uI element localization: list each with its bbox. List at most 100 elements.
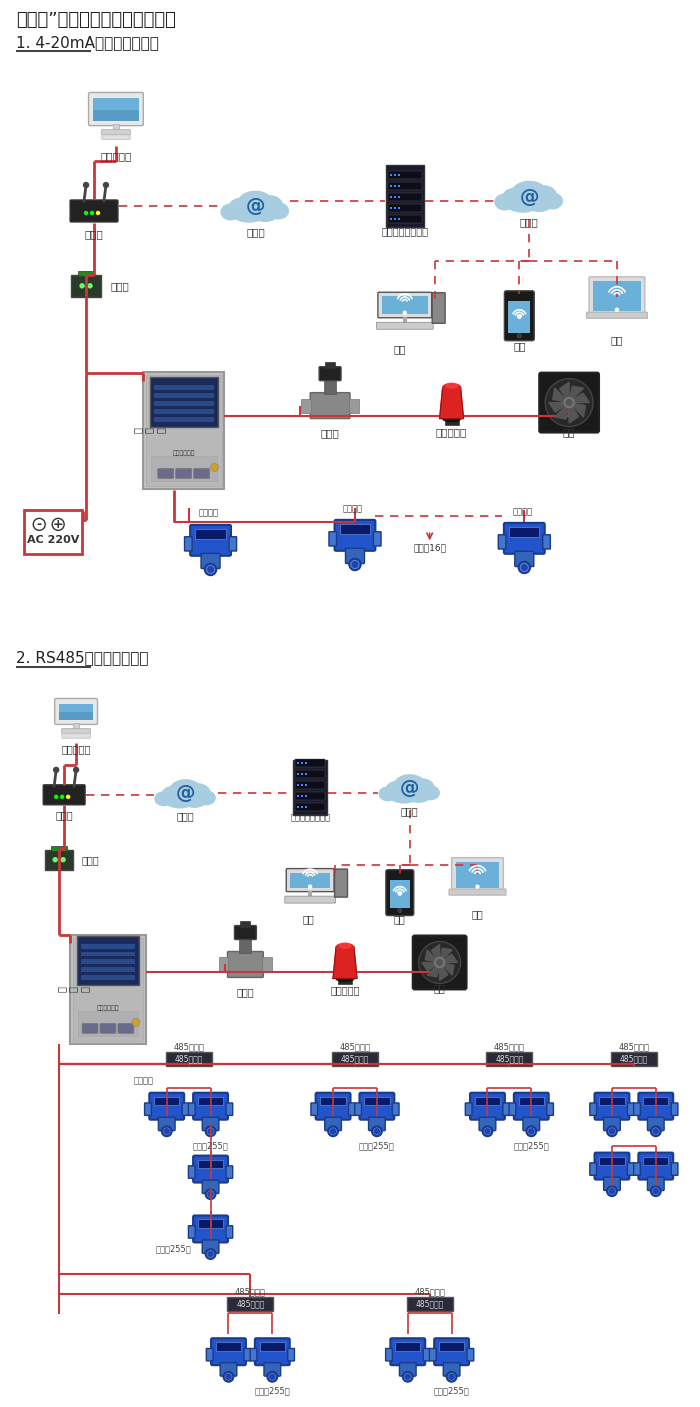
Circle shape [328,1127,338,1137]
Polygon shape [426,950,440,962]
FancyBboxPatch shape [386,870,414,916]
FancyBboxPatch shape [234,926,256,940]
Circle shape [398,909,402,913]
Text: -: - [36,518,42,530]
Bar [60,704,93,720]
FancyBboxPatch shape [590,1162,596,1175]
FancyBboxPatch shape [413,936,466,989]
FancyBboxPatch shape [176,469,192,478]
FancyBboxPatch shape [182,1103,189,1116]
Bar [81,944,135,948]
Circle shape [226,1375,231,1379]
Circle shape [61,795,64,798]
Bar [325,362,335,367]
FancyBboxPatch shape [102,129,130,135]
FancyBboxPatch shape [25,511,82,554]
Bar [444,418,458,425]
FancyBboxPatch shape [150,377,218,426]
FancyBboxPatch shape [228,951,263,978]
Circle shape [267,1372,277,1382]
FancyBboxPatch shape [486,1052,532,1067]
Bar [456,861,499,888]
FancyBboxPatch shape [329,532,337,546]
Text: 互联网: 互联网 [520,217,539,227]
Text: 可连接255台: 可连接255台 [193,1141,228,1151]
Circle shape [526,1127,536,1137]
FancyBboxPatch shape [325,1117,342,1131]
FancyBboxPatch shape [542,535,550,549]
Text: 安哈尔网络服务器: 安哈尔网络服务器 [382,227,428,236]
Circle shape [615,308,618,311]
Bar [388,182,421,190]
Circle shape [208,1128,213,1134]
Text: 路由器: 路由器 [55,810,73,820]
Bar [301,774,303,775]
FancyBboxPatch shape [634,1162,640,1175]
Circle shape [54,767,59,772]
Circle shape [206,1127,216,1137]
Text: 信号输出: 信号输出 [343,504,363,514]
FancyBboxPatch shape [166,1052,211,1067]
FancyBboxPatch shape [452,858,503,892]
Bar [390,186,392,187]
Circle shape [66,795,69,798]
FancyBboxPatch shape [88,93,144,125]
Bar [73,723,79,730]
Bar [295,803,325,812]
FancyBboxPatch shape [202,1117,219,1131]
Bar [398,207,400,210]
Text: 485中继器: 485中继器 [340,1043,370,1052]
FancyBboxPatch shape [149,1093,184,1120]
FancyBboxPatch shape [154,1096,179,1106]
Bar [51,846,67,851]
Circle shape [447,1372,456,1382]
Polygon shape [569,386,584,402]
FancyBboxPatch shape [46,850,73,870]
FancyBboxPatch shape [346,549,365,564]
Ellipse shape [187,784,210,802]
Polygon shape [569,393,589,402]
Polygon shape [440,387,463,418]
Ellipse shape [183,795,206,808]
Bar [154,416,214,422]
Bar [398,218,400,219]
Bar [78,272,94,276]
FancyBboxPatch shape [505,291,534,340]
Text: 2. RS485信号连接系统图: 2. RS485信号连接系统图 [16,650,149,666]
FancyBboxPatch shape [407,1297,453,1311]
Bar [398,186,400,187]
Bar [301,763,303,764]
FancyBboxPatch shape [188,1103,195,1116]
FancyBboxPatch shape [226,1166,232,1178]
Circle shape [104,183,108,187]
FancyBboxPatch shape [194,469,209,478]
Bar [262,958,272,971]
FancyBboxPatch shape [611,1052,657,1067]
Ellipse shape [339,943,351,948]
FancyBboxPatch shape [55,698,97,725]
FancyBboxPatch shape [648,1117,664,1131]
Circle shape [162,1127,172,1137]
Text: 可连接255台: 可连接255台 [434,1386,470,1396]
Polygon shape [440,962,448,981]
Circle shape [208,1192,213,1196]
FancyBboxPatch shape [391,1338,425,1365]
Text: @: @ [400,779,419,798]
Bar [93,98,139,121]
FancyBboxPatch shape [82,1023,98,1033]
Bar [295,760,325,767]
Text: 485中继器: 485中继器 [236,1299,265,1309]
FancyBboxPatch shape [514,552,534,567]
FancyBboxPatch shape [293,760,327,815]
FancyBboxPatch shape [185,536,192,552]
Polygon shape [440,954,457,962]
FancyBboxPatch shape [321,1096,346,1106]
Bar [388,193,421,201]
FancyBboxPatch shape [340,525,370,535]
Bar [390,174,392,176]
Ellipse shape [336,975,354,982]
FancyBboxPatch shape [539,373,599,432]
FancyBboxPatch shape [202,1180,219,1193]
Circle shape [83,183,88,187]
Circle shape [485,1128,490,1134]
